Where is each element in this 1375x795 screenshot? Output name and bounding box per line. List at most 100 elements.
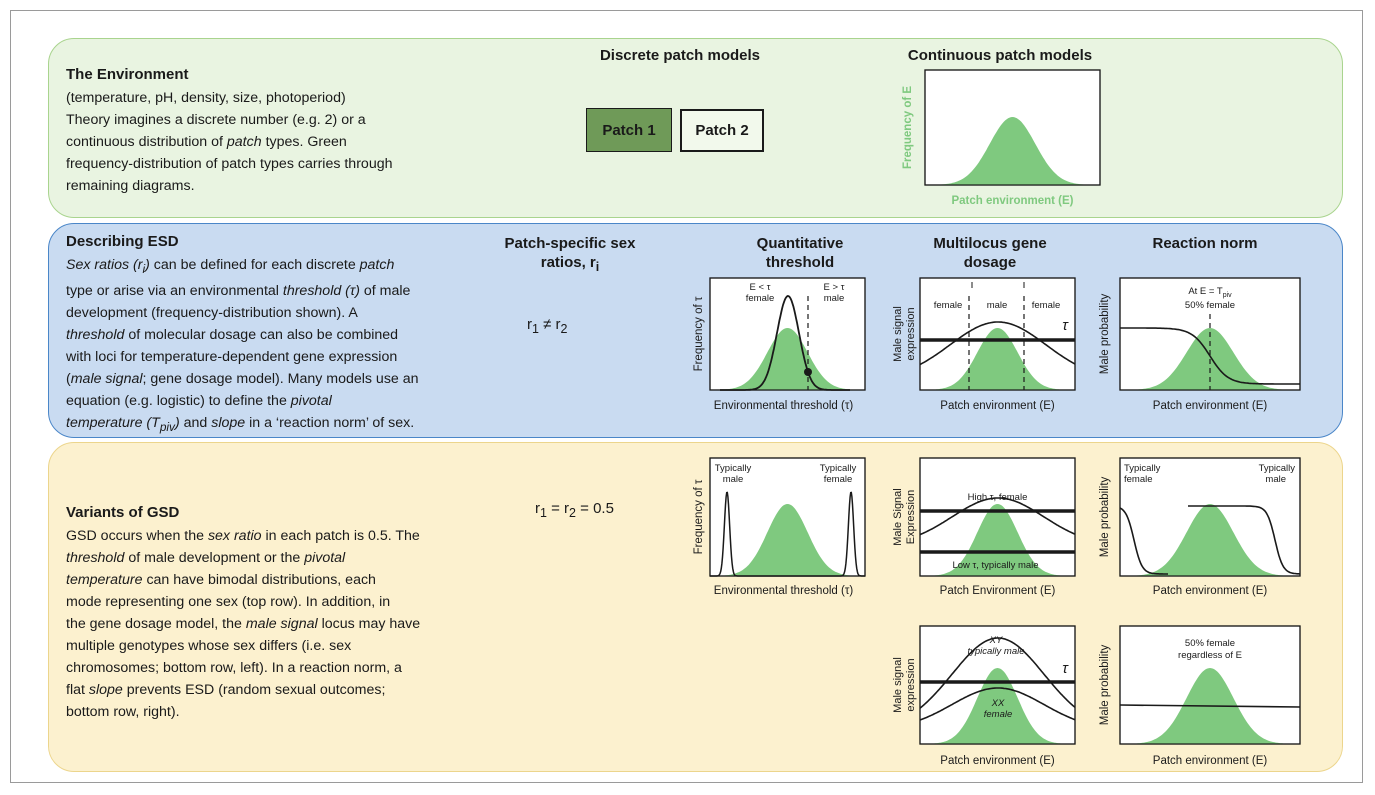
patch-ratio-header: Patch-specific sex ratios, ri (504, 235, 636, 274)
figure-frame (10, 10, 1363, 783)
plot-border (919, 457, 1076, 577)
reaction-norm-male-curve (1188, 505, 1301, 575)
reaction-norm-curve (1120, 327, 1300, 385)
text-line: temperature (Tpiv) and slope in a ‘react… (66, 414, 415, 434)
right-label: male (1265, 474, 1286, 485)
flat-label: 50% female (1185, 638, 1235, 649)
environment-heading: The Environment (66, 66, 189, 83)
threshold-point (804, 367, 812, 376)
plot-border (924, 69, 1101, 186)
x-axis-label: Environmental threshold (τ) (714, 400, 854, 412)
text-line: Sex ratios (ri) can be defined for each … (66, 257, 395, 276)
green-frequency-distribution (920, 668, 1075, 744)
multilocus-header: Multilocus gene dosage (933, 235, 1047, 271)
flat-reaction-norm (1119, 704, 1301, 708)
text-line: mode representing one sex (top row). In … (66, 594, 391, 610)
text-line: temperature can have bimodal distributio… (66, 572, 376, 588)
xy-label: typically male (967, 646, 1024, 657)
text-line: multiple genotypes whose sex differs (i.… (66, 638, 352, 654)
x-axis-label: Patch environment (E) (951, 195, 1073, 207)
left-label: Typically (715, 463, 752, 474)
y-axis-label: expression (905, 658, 917, 711)
text-line: the gene dosage model, the male signal l… (66, 616, 421, 632)
green-frequency-distribution (920, 504, 1075, 576)
y-axis-label: expression (905, 307, 917, 360)
tau-label: τ (1062, 660, 1069, 677)
high-tau-label: High τ, female (968, 492, 1028, 503)
green-frequency-distribution (1120, 504, 1300, 576)
text-line: flat slope prevents ESD (random sexual o… (66, 682, 386, 698)
gsd-body: GSD occurs when the sex ratio in each pa… (66, 525, 506, 723)
esd-ratio: r1 ≠ r2 (527, 316, 568, 336)
plot-border (1119, 625, 1301, 745)
esd-body: Sex ratios (ri) can be defined for each … (66, 254, 506, 438)
left-label: female (746, 293, 775, 304)
low-tau-label: Low τ, typically male (952, 560, 1038, 571)
green-frequency-distribution (925, 117, 1100, 185)
text-line: GSD occurs when the sex ratio in each pa… (66, 528, 420, 544)
right-label: Typically (1259, 463, 1296, 474)
x-axis-label: Patch environment (E) (940, 400, 1055, 412)
environment-body: (temperature, pH, density, size, photope… (66, 87, 486, 197)
continuous-patch-plot: Patch environment (E) Frequency of E (902, 69, 1101, 207)
text-line: (temperature, pH, density, size, photope… (66, 90, 346, 106)
y-axis-label: Male probability (1099, 293, 1111, 374)
x-axis-label: Patch environment (E) (1153, 585, 1268, 597)
y-axis-label: Frequency of τ (693, 296, 705, 371)
xy-label: XY (989, 635, 1003, 646)
patch-1-box: Patch 1 (586, 108, 672, 152)
text-line: Theory imagines a discrete number (e.g. … (66, 112, 366, 128)
plot-border (709, 277, 866, 391)
plot-border (919, 625, 1076, 745)
right-label: E > τ (824, 282, 845, 293)
reaction-norm-header: Reaction norm (1152, 235, 1258, 252)
gsd-gene-dosage-top-plot: High τ, female Low τ, typically male Patch… (892, 457, 1076, 597)
left-label: female (1124, 474, 1153, 485)
text-line: with loci for temperature-dependent gene… (66, 348, 398, 365)
left-label: male (723, 474, 744, 485)
right-label: Typically (820, 463, 857, 474)
green-frequency-distribution (710, 504, 865, 576)
text-line: threshold of male development or the piv… (66, 550, 346, 566)
text-line: remaining diagrams. (66, 178, 195, 194)
right-label: male (824, 293, 845, 304)
plot-border (919, 277, 1076, 391)
x-axis-label: Patch environment (E) (940, 755, 1055, 767)
male-signal-curve (919, 497, 1076, 536)
right-label: female (824, 474, 853, 485)
tau-label: τ (1062, 317, 1069, 334)
pivot-label: At E = Tpiv (1188, 286, 1232, 299)
text-line: chromosomes; bottom row, left). In a rea… (66, 660, 402, 676)
continuous-header: Continuous patch models (907, 47, 1093, 64)
x-axis-label: Patch environment (E) (1153, 755, 1268, 767)
esd-text: Describing ESD Sex ratios (ri) can be de… (66, 231, 506, 438)
plot-border (1119, 277, 1301, 391)
text-line: equation (e.g. logistic) to define the p… (66, 392, 332, 409)
gsd-text: Variants of GSD GSD occurs when the sex … (66, 502, 506, 723)
region-label: female (934, 300, 963, 311)
plot-border (709, 457, 866, 577)
y-axis-label: Male probability (1099, 644, 1111, 725)
y-axis-label: Male signal (892, 657, 904, 713)
y-axis-label: Expression (905, 490, 917, 544)
xx-signal-curve (919, 687, 1076, 721)
y-axis-label: Male signal (892, 306, 904, 362)
left-label: E < τ (750, 282, 771, 293)
y-axis-label: Male Signal (892, 488, 904, 545)
x-axis-label: Environmental threshold (τ) (714, 585, 854, 597)
gsd-ratio: r1 = r2 = 0.5 (535, 500, 614, 520)
gsd-quantitative-threshold-plot: TypicallymaleTypicallyfemaleEnvironmenta… (693, 457, 866, 597)
x-axis-label: Patch Environment (E) (940, 585, 1056, 597)
y-axis-label: Male probability (1099, 476, 1111, 557)
gsd-heading: Variants of GSD (66, 504, 180, 521)
reaction-norm-female-curve (1119, 507, 1168, 575)
left-label: Typically (1124, 463, 1161, 474)
green-frequency-distribution (920, 328, 1075, 390)
xx-label: female (984, 709, 1013, 720)
flat-label: regardless of E (1178, 650, 1242, 661)
patch-2-box: Patch 2 (680, 109, 764, 152)
